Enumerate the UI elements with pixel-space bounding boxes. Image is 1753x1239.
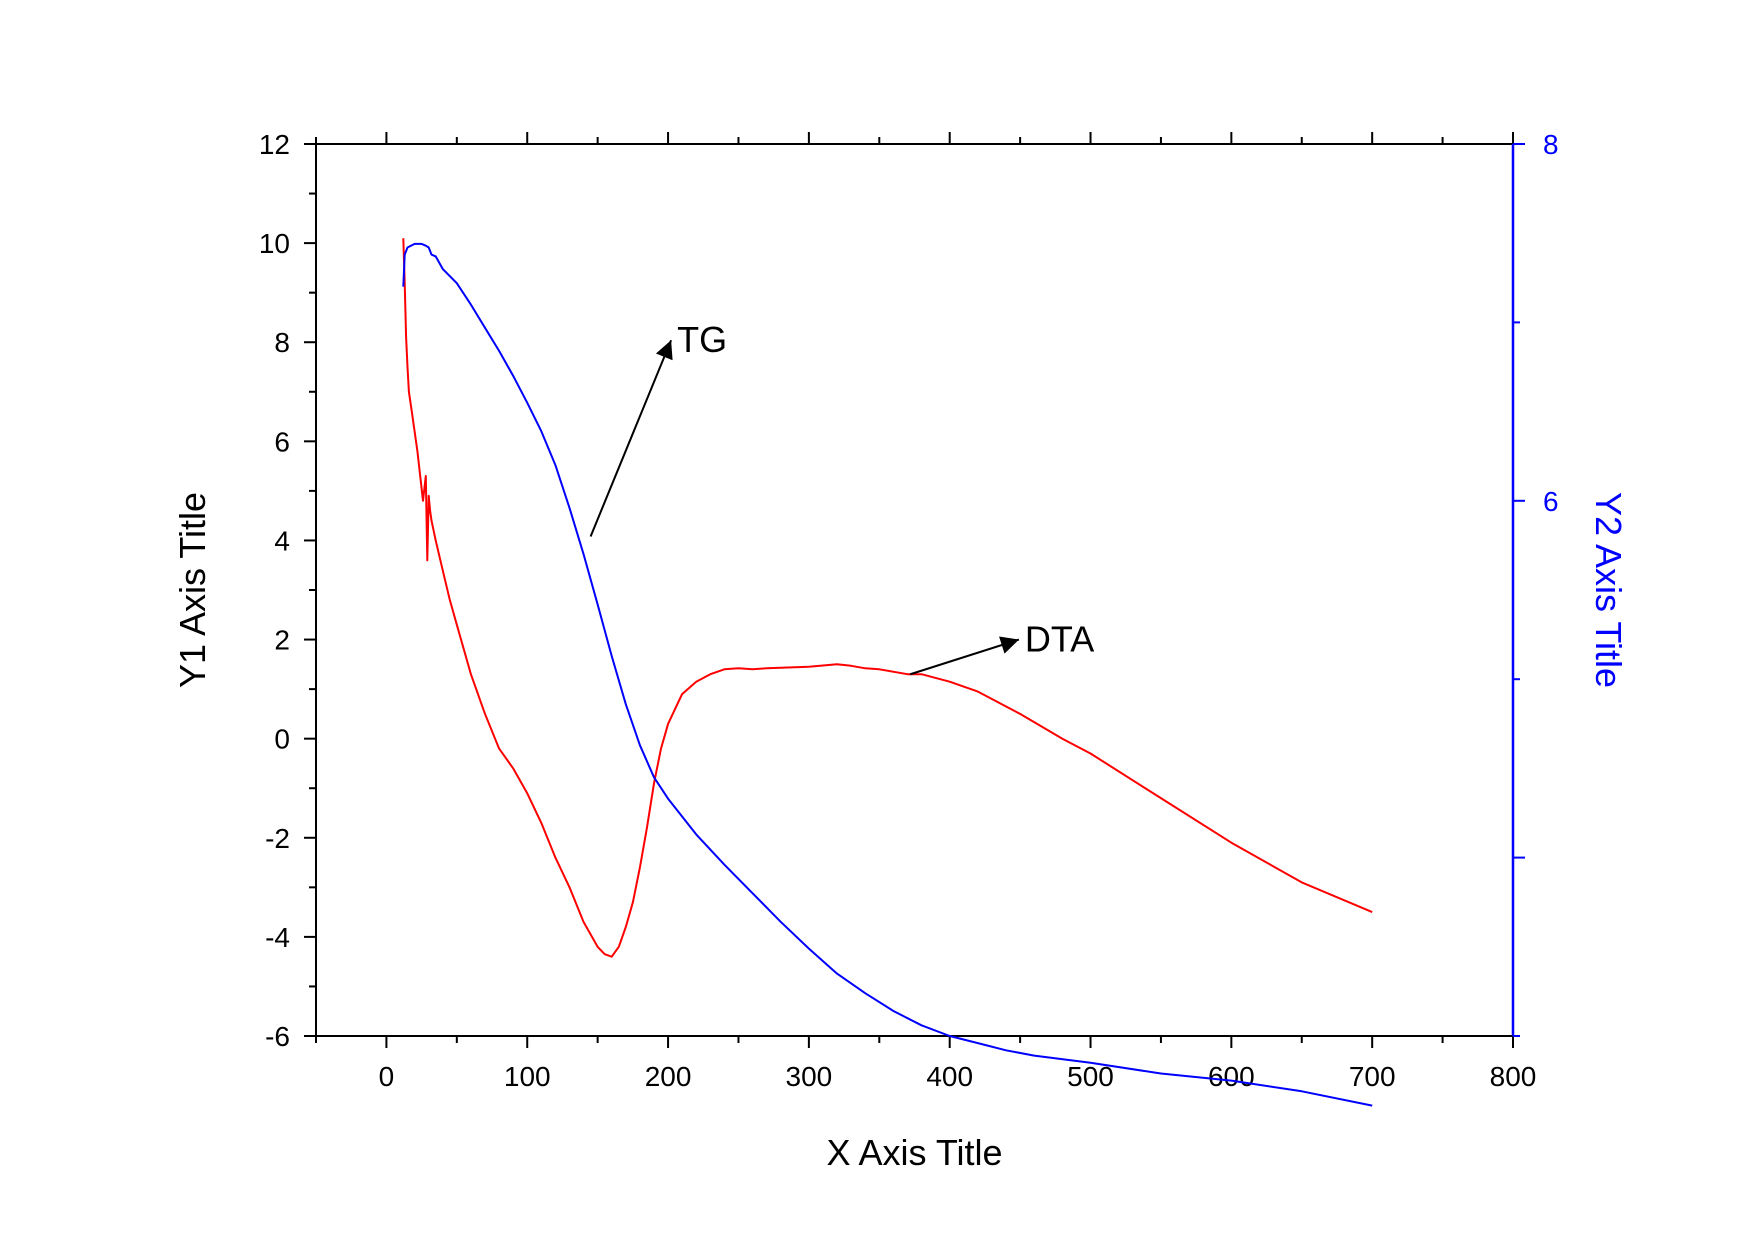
y1-tick-label: 0: [274, 724, 290, 755]
y1-axis-title: Y1 Axis Title: [172, 492, 213, 688]
x-tick-label: 800: [1490, 1061, 1537, 1092]
y1-tick-label: 2: [274, 625, 290, 656]
annotations-group: TG DTA: [589, 319, 1094, 676]
x-tick-label: 300: [786, 1061, 833, 1092]
series-line-tg: [402, 242, 1373, 1107]
y1-tick-label: 12: [259, 129, 290, 160]
x-tick-label: 600: [1208, 1061, 1255, 1092]
y1-tick-label: 10: [259, 228, 290, 259]
x-tick-label: 200: [645, 1061, 692, 1092]
x-tick-label: 700: [1349, 1061, 1396, 1092]
y1-tick-label: 8: [274, 327, 290, 358]
plot-area: [402, 238, 1373, 1107]
axes-group: 0 100 200 300 400 500 600 700 800121086420-2-4-6…: [259, 129, 1559, 1092]
annotation-label-tg: TG: [677, 319, 727, 360]
y2-axis-title: Y2 Axis Title: [1588, 492, 1629, 688]
y1-tick-label: -6: [265, 1021, 290, 1052]
y2-tick-label: 8: [1543, 129, 1559, 160]
y1-tick-label: -2: [265, 823, 290, 854]
y1-tick-label: -4: [265, 922, 290, 953]
series-line-dta: [402, 238, 1373, 958]
annotation-label-dta: DTA: [1025, 619, 1094, 660]
annotation-arrow-tg: [589, 339, 673, 537]
x-tick-label: 0: [379, 1061, 395, 1092]
y1-tick-label: 4: [274, 525, 290, 556]
x-tick-label: 100: [504, 1061, 551, 1092]
annotation-arrow-dta: [909, 636, 1020, 676]
x-tick-label: 400: [926, 1061, 973, 1092]
y1-tick-label: 6: [274, 426, 290, 457]
x-axis-title: X Axis Title: [826, 1132, 1002, 1173]
y2-tick-label: 6: [1543, 486, 1559, 517]
